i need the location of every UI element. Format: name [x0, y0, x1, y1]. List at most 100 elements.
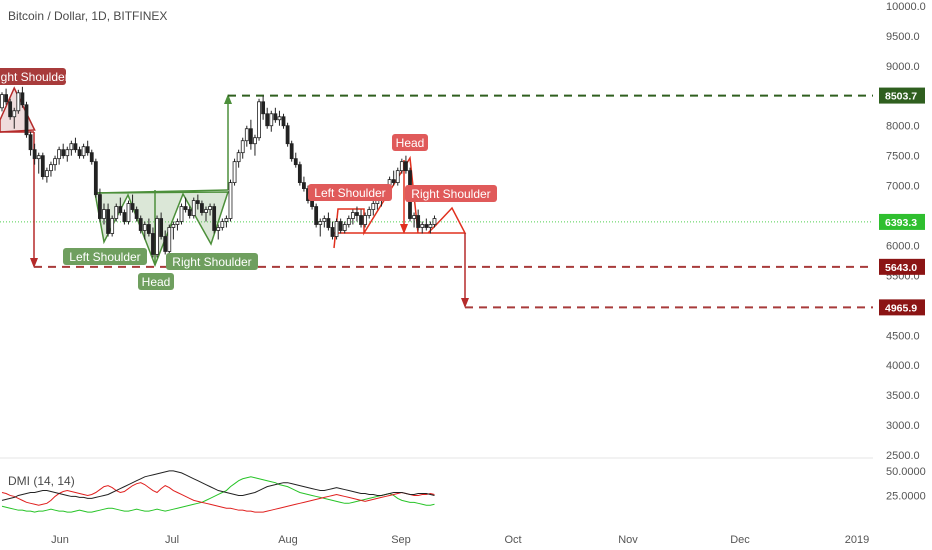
candle-body: [151, 233, 155, 255]
pattern-label-box: [308, 184, 392, 201]
candle-body: [265, 113, 270, 127]
candle-body: [342, 224, 347, 231]
arrow-head: [461, 298, 469, 308]
candle-body: [399, 161, 404, 172]
candle-body: [77, 149, 82, 157]
candle-body: [420, 224, 425, 228]
dmi-pane: 50.0000 25.0000: [0, 457, 926, 513]
y-tick-label: 3000.0: [886, 420, 920, 432]
candle-body: [44, 170, 49, 178]
candle-body: [273, 113, 278, 121]
pattern-label: Head: [142, 275, 171, 289]
candle-body: [98, 194, 102, 219]
y-tick-label: 4500.0: [886, 330, 920, 342]
pattern-label-box: [166, 253, 258, 270]
price-tag: [879, 213, 925, 230]
dmi-label: DMI (14, 14): [8, 474, 75, 488]
candle-body: [134, 209, 139, 219]
candle-body: [179, 206, 184, 222]
y-tick-label: 4000.0: [886, 360, 920, 372]
candle-body: [146, 224, 151, 234]
candle-body: [159, 218, 164, 237]
candle-body: [318, 221, 323, 225]
x-tick-label: Jun: [51, 534, 69, 546]
candle-body: [355, 212, 359, 216]
candle-body: [310, 200, 314, 207]
time-axis[interactable]: Jun Jul Aug Sep Oct Nov Dec 2019: [51, 534, 869, 546]
candle-body: [36, 155, 41, 160]
pattern-label-box: [0, 68, 66, 85]
candle-body: [236, 152, 241, 163]
candle-body: [350, 212, 355, 219]
candle-body: [428, 224, 433, 228]
y-tick-label: 3500.0: [886, 390, 920, 402]
candle-body: [228, 182, 233, 219]
pattern-labels: Right Shoulder Left Shoulder Head Right Sho…: [0, 68, 497, 290]
candle-body: [85, 146, 90, 154]
candle-body: [89, 152, 94, 163]
candles: [0, 86, 437, 258]
pattern-label-box: [63, 248, 147, 265]
candle-body: [334, 221, 339, 237]
candle-body: [367, 209, 372, 216]
adx-line: [1, 470, 435, 501]
candle-body: [322, 218, 327, 222]
candle-body: [297, 164, 302, 184]
candle-body: [253, 137, 257, 145]
candle-body: [208, 206, 212, 210]
candle-body: [195, 200, 200, 204]
candle-body: [4, 94, 8, 103]
candle-body: [0, 94, 4, 109]
x-tick-label: 2019: [845, 534, 869, 546]
price-tag-label: 5643.0: [885, 262, 917, 274]
candle-body: [424, 224, 429, 228]
dmi-tick-label: 25.0000: [886, 490, 926, 502]
candle-body: [204, 209, 208, 213]
candle-body: [269, 113, 274, 127]
candle-body: [412, 215, 416, 219]
x-tick-label: Dec: [730, 534, 750, 546]
candle-body: [183, 206, 188, 210]
y-tick-label: 2500.0: [886, 450, 920, 462]
price-tag-label: 8503.7: [885, 91, 917, 103]
dmi-minus-line: [1, 482, 435, 513]
candle-body: [40, 155, 45, 178]
candle-body: [122, 212, 127, 222]
candle-body: [69, 143, 74, 151]
candle-body: [187, 209, 192, 216]
candle-body: [110, 218, 115, 234]
arrow-head: [400, 224, 408, 234]
pattern-shape: [333, 155, 467, 249]
candle-body: [285, 125, 290, 145]
candle-body: [61, 149, 66, 157]
candle-body: [289, 143, 294, 160]
candle-body: [293, 158, 298, 166]
candle-body: [391, 179, 396, 184]
price-tag: [879, 258, 925, 275]
candle-body: [102, 209, 106, 219]
candle-body: [93, 161, 98, 195]
candle-body: [175, 221, 180, 225]
arrow-head: [30, 258, 38, 268]
candle-body: [257, 101, 261, 139]
candle-body: [16, 92, 21, 112]
pattern-label: Right Shoulder: [0, 70, 69, 84]
pattern-label-box: [405, 185, 497, 202]
candle-body: [338, 221, 343, 231]
candle-body: [12, 110, 17, 118]
candle-body: [330, 227, 335, 237]
pattern-label: Right Shoulder: [411, 187, 490, 201]
candle-body: [416, 215, 421, 228]
candle-body: [432, 218, 437, 225]
candle-body: [65, 149, 70, 157]
candle-body: [49, 164, 53, 172]
pattern-label-box: [392, 134, 428, 151]
candle-body: [53, 158, 57, 166]
candle-body: [118, 206, 123, 213]
candle-body: [216, 227, 221, 231]
y-tick-label: 10000.0: [886, 1, 926, 13]
candle-body: [81, 146, 86, 157]
pattern-label: Left Shoulder: [314, 186, 385, 200]
price-axis[interactable]: 10000.0 9500.0 9000.0 8000.0 7500.0 7000.0 600…: [879, 1, 926, 462]
